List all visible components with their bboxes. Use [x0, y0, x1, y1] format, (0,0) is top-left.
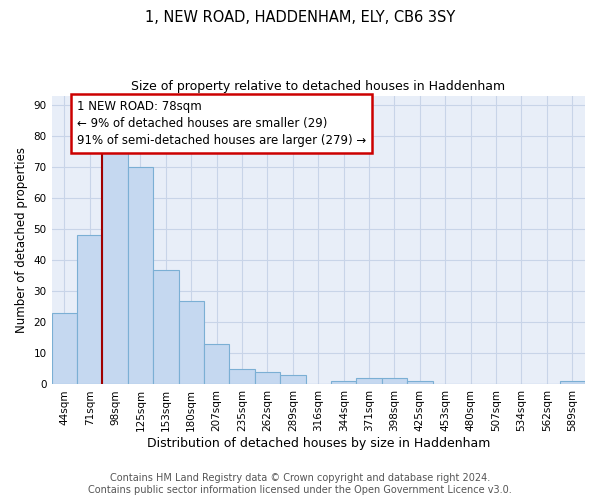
Text: 1 NEW ROAD: 78sqm
← 9% of detached houses are smaller (29)
91% of semi-detached : 1 NEW ROAD: 78sqm ← 9% of detached house…	[77, 100, 366, 147]
Bar	[153, 270, 179, 384]
Bar	[179, 300, 204, 384]
Bar	[255, 372, 280, 384]
Bar	[356, 378, 382, 384]
Title: Size of property relative to detached houses in Haddenham: Size of property relative to detached ho…	[131, 80, 505, 93]
Bar	[229, 369, 255, 384]
Bar	[52, 313, 77, 384]
Bar	[204, 344, 229, 385]
Bar	[103, 152, 128, 384]
Y-axis label: Number of detached properties: Number of detached properties	[15, 147, 28, 333]
Bar	[77, 236, 103, 384]
Text: 1, NEW ROAD, HADDENHAM, ELY, CB6 3SY: 1, NEW ROAD, HADDENHAM, ELY, CB6 3SY	[145, 10, 455, 25]
Text: Contains HM Land Registry data © Crown copyright and database right 2024.
Contai: Contains HM Land Registry data © Crown c…	[88, 474, 512, 495]
X-axis label: Distribution of detached houses by size in Haddenham: Distribution of detached houses by size …	[146, 437, 490, 450]
Bar	[382, 378, 407, 384]
Bar	[280, 375, 305, 384]
Bar	[560, 382, 585, 384]
Bar	[128, 167, 153, 384]
Bar	[407, 382, 433, 384]
Bar	[331, 382, 356, 384]
